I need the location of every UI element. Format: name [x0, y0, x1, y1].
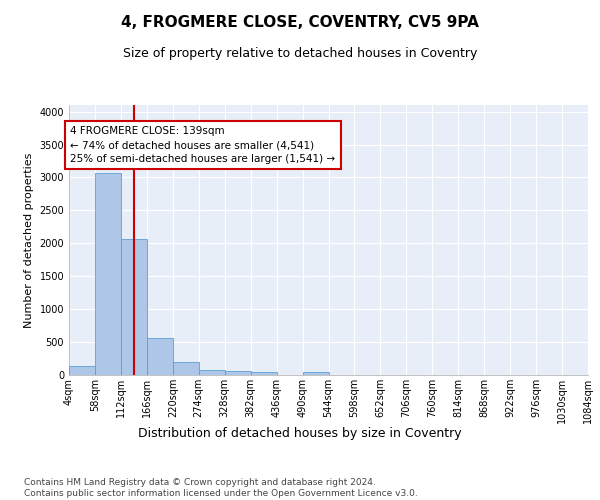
Text: Contains HM Land Registry data © Crown copyright and database right 2024.
Contai: Contains HM Land Registry data © Crown c… [24, 478, 418, 498]
Bar [95, 174, 121, 375]
Bar [69, 366, 95, 375]
Text: Distribution of detached houses by size in Coventry: Distribution of detached houses by size … [138, 428, 462, 440]
Bar [173, 362, 199, 375]
Bar [121, 240, 147, 375]
Bar [251, 372, 277, 375]
Bar [225, 372, 251, 375]
Y-axis label: Number of detached properties: Number of detached properties [24, 152, 34, 328]
Text: Size of property relative to detached houses in Coventry: Size of property relative to detached ho… [123, 48, 477, 60]
Text: 4, FROGMERE CLOSE, COVENTRY, CV5 9PA: 4, FROGMERE CLOSE, COVENTRY, CV5 9PA [121, 15, 479, 30]
Bar [302, 372, 329, 375]
Bar [199, 370, 224, 375]
Text: 4 FROGMERE CLOSE: 139sqm
← 74% of detached houses are smaller (4,541)
25% of sem: 4 FROGMERE CLOSE: 139sqm ← 74% of detach… [70, 126, 335, 164]
Bar [147, 338, 173, 375]
